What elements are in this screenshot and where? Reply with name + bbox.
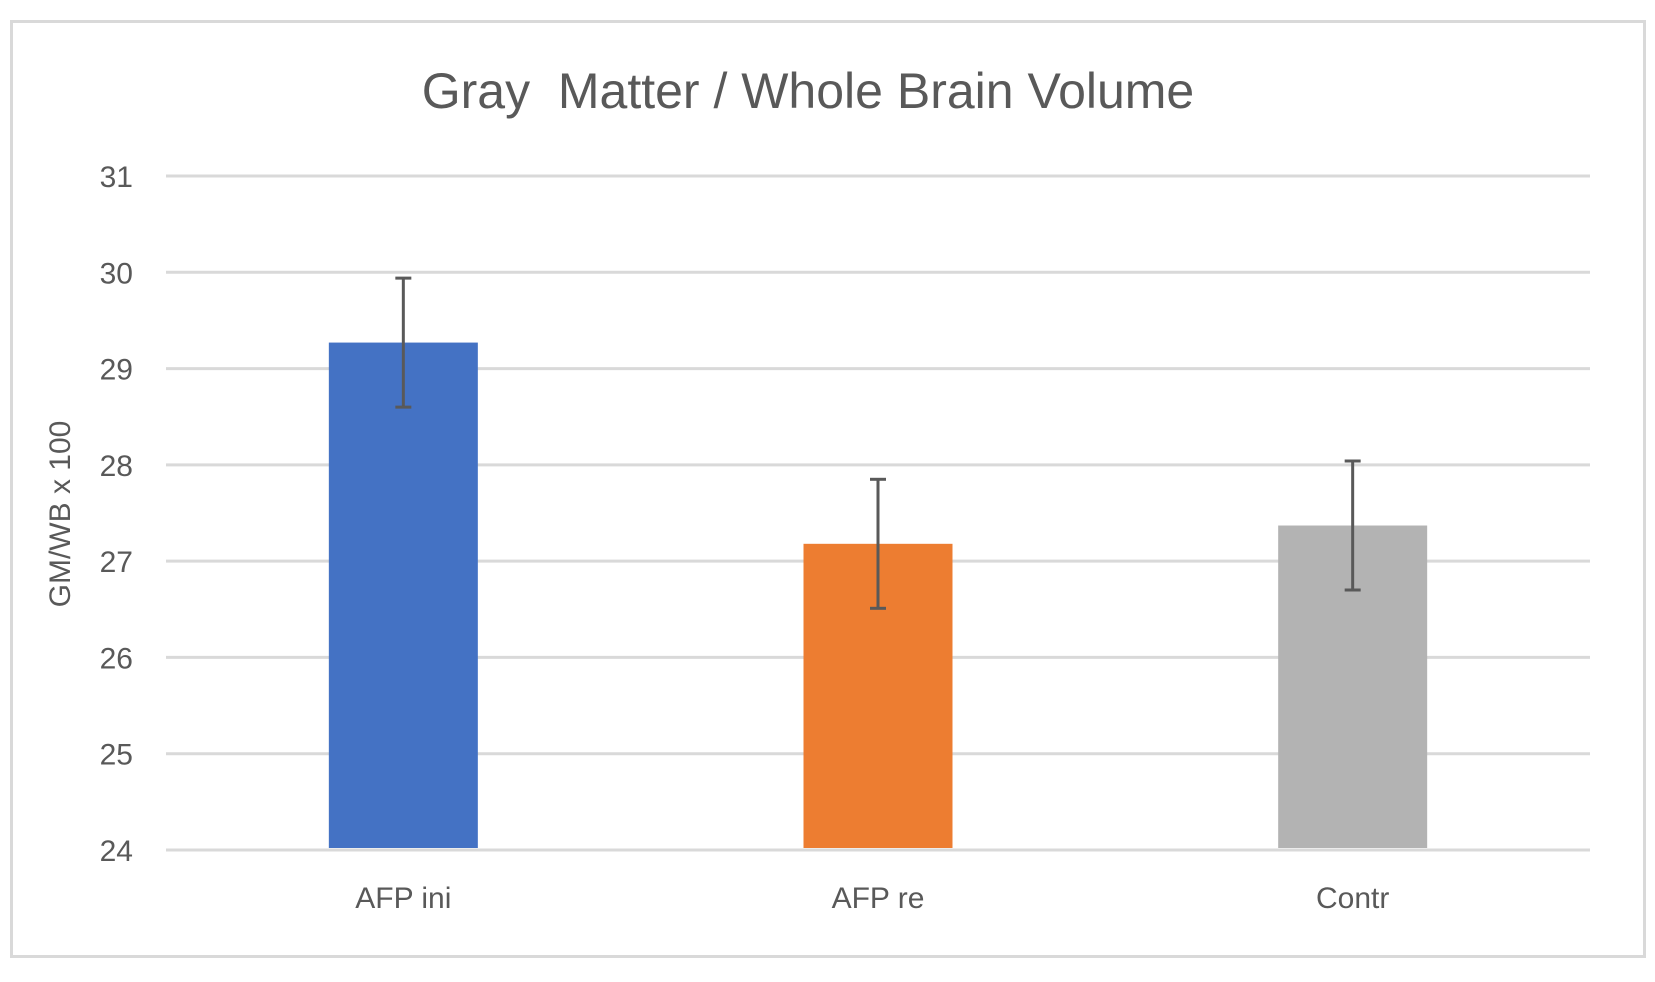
y-tick-label: 31	[100, 161, 133, 194]
y-tick-label: 25	[100, 739, 133, 772]
y-axis-label: GM/WB x 100	[44, 421, 77, 608]
chart-title: Gray Matter / Whole Brain Volume	[422, 63, 1195, 119]
y-tick-label: 27	[100, 546, 133, 579]
x-tick-label: AFP ini	[355, 882, 451, 915]
y-tick-label: 26	[100, 642, 133, 675]
error-bar	[870, 477, 886, 610]
error-bar	[395, 276, 412, 409]
error-bars	[395, 276, 1361, 610]
y-axis-ticks: 24 25 26 27 28 29 30 31	[100, 161, 133, 868]
x-axis-ticks: AFP ini AFP re Contr	[355, 882, 1389, 915]
y-tick-label: 30	[100, 257, 133, 290]
x-tick-label: Contr	[1316, 882, 1389, 915]
error-bar	[1344, 459, 1361, 592]
bar-afp-ini	[328, 342, 478, 848]
x-tick-label: AFP re	[832, 882, 925, 915]
y-tick-label: 24	[100, 835, 133, 868]
y-tick-label: 28	[100, 450, 133, 483]
y-tick-label: 29	[100, 354, 133, 387]
